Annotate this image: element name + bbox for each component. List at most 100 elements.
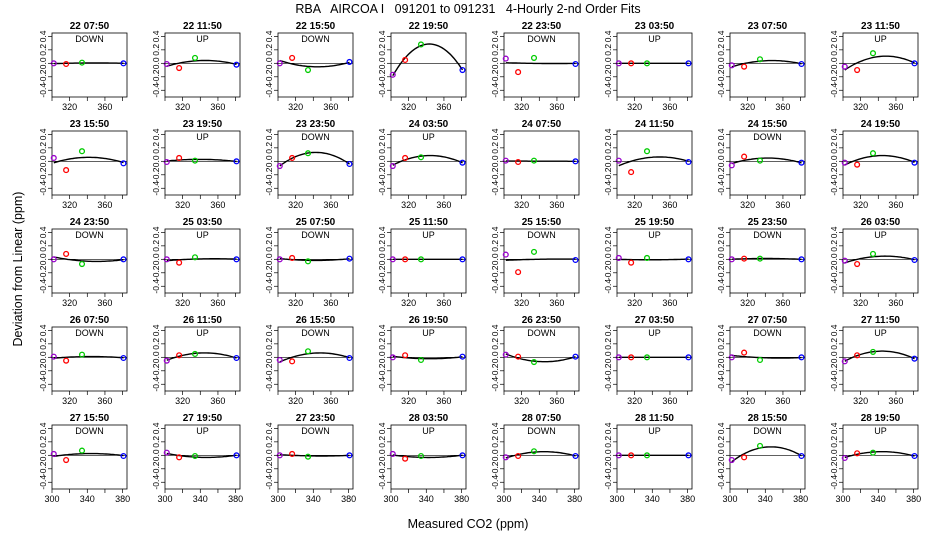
panel-direction: UP: [874, 328, 887, 338]
data-point: [402, 154, 409, 161]
y-tick-label: 0.2: [829, 436, 839, 448]
fit-curve: [279, 454, 350, 457]
y-tick-label: 0.2: [151, 44, 161, 56]
data-point: [191, 452, 199, 460]
data-point: [854, 352, 861, 359]
y-tick-label: 0.0: [264, 351, 274, 363]
fit-curve: [731, 446, 802, 463]
x-tick-label: 360: [662, 396, 677, 406]
panel-title: 22 07:50: [70, 21, 110, 32]
x-tick-label: 300: [383, 494, 398, 504]
data-point: [530, 358, 538, 366]
data-point: [78, 260, 86, 268]
y-tick-label: 0.4: [38, 128, 48, 140]
y-tick-label: -0.2: [490, 265, 500, 280]
y-tick-label: 0.0: [151, 57, 161, 69]
panel-title: 23 15:50: [70, 119, 110, 130]
data-point: [911, 355, 918, 362]
y-tick-label: 0.4: [38, 422, 48, 434]
x-tick-label: 360: [436, 200, 451, 210]
y-tick-label: 0.0: [603, 155, 613, 167]
panel-frame: [503, 32, 580, 98]
panel-title: 27 15:50: [70, 413, 110, 424]
data-point: [120, 452, 127, 460]
y-tick-label: 0.4: [38, 30, 48, 42]
panel-direction: UP: [874, 230, 887, 240]
data-point: [854, 67, 861, 74]
y-tick-label: 0.4: [151, 128, 161, 140]
data-point: [191, 157, 199, 164]
data-point: [402, 352, 409, 359]
data-point: [233, 61, 240, 68]
data-point: [233, 452, 240, 459]
y-tick-label: -0.2: [829, 69, 839, 84]
panel-title: 22 23:50: [522, 21, 562, 32]
y-tick-label: 0.0: [377, 57, 387, 69]
data-point: [741, 255, 748, 262]
data-point: [756, 356, 764, 364]
y-tick-label: 0.2: [151, 338, 161, 350]
x-tick-label: 360: [888, 396, 903, 406]
y-tick-label: 0.0: [151, 449, 161, 461]
data-point: [402, 256, 409, 263]
y-tick-label: -0.2: [716, 363, 726, 378]
panel-title: 23 03:50: [635, 21, 675, 32]
panel-frame: [390, 32, 467, 98]
y-tick-label: 0.4: [716, 324, 726, 336]
x-tick-label: 320: [853, 298, 868, 308]
y-tick-label: 0.4: [716, 422, 726, 434]
data-point: [572, 353, 579, 360]
x-tick-label: 340: [80, 494, 95, 504]
x-tick-label: 360: [436, 396, 451, 406]
x-tick-label: 380: [454, 494, 469, 504]
data-point: [628, 169, 635, 176]
data-point: [685, 60, 692, 67]
panel-direction: DOWN: [527, 426, 556, 436]
data-point: [163, 158, 170, 166]
fit-curve: [505, 353, 576, 363]
data-point: [120, 160, 127, 167]
y-tick-label: -0.2: [151, 69, 161, 84]
y-tick-label: -0.2: [377, 167, 387, 182]
x-tick-label: 360: [436, 298, 451, 308]
y-tick-label: 0.4: [490, 30, 500, 42]
data-point: [869, 250, 877, 257]
y-tick-label: 0.0: [151, 253, 161, 265]
x-tick-label: 360: [97, 102, 112, 112]
y-tick-label: -0.4: [264, 83, 274, 98]
panel-direction: UP: [648, 230, 661, 240]
y-tick-label: 0.4: [716, 128, 726, 140]
data-point: [515, 452, 522, 460]
y-tick-label: -0.2: [603, 265, 613, 280]
y-tick-label: 0.4: [490, 324, 500, 336]
data-point: [911, 60, 918, 67]
x-tick-label: 380: [906, 494, 921, 504]
y-tick-label: 0.4: [151, 324, 161, 336]
y-tick-label: -0.4: [829, 279, 839, 294]
x-tick-label: 300: [609, 494, 624, 504]
data-point: [502, 454, 509, 461]
data-point: [63, 167, 70, 174]
y-tick-label: 0.0: [716, 155, 726, 167]
x-tick-label: 360: [210, 396, 225, 406]
y-tick-label: 0.4: [603, 30, 613, 42]
x-tick-label: 360: [775, 200, 790, 210]
panel-frame: [390, 130, 467, 196]
x-tick-label: 320: [401, 298, 416, 308]
data-point: [233, 158, 240, 165]
panel-title: 24 15:50: [748, 119, 788, 130]
y-tick-label: -0.4: [490, 475, 500, 490]
panel-direction: UP: [874, 426, 887, 436]
data-point: [628, 452, 635, 459]
y-tick-label: 0.0: [264, 449, 274, 461]
x-tick-label: 380: [115, 494, 130, 504]
data-point: [233, 354, 240, 362]
data-point: [685, 452, 692, 459]
y-tick-label: 0.4: [38, 226, 48, 238]
data-point: [289, 154, 296, 161]
y-tick-label: 0.0: [377, 351, 387, 363]
data-point: [304, 453, 312, 460]
data-point: [728, 62, 735, 69]
y-tick-label: -0.2: [829, 461, 839, 476]
panel-direction: DOWN: [527, 328, 556, 338]
